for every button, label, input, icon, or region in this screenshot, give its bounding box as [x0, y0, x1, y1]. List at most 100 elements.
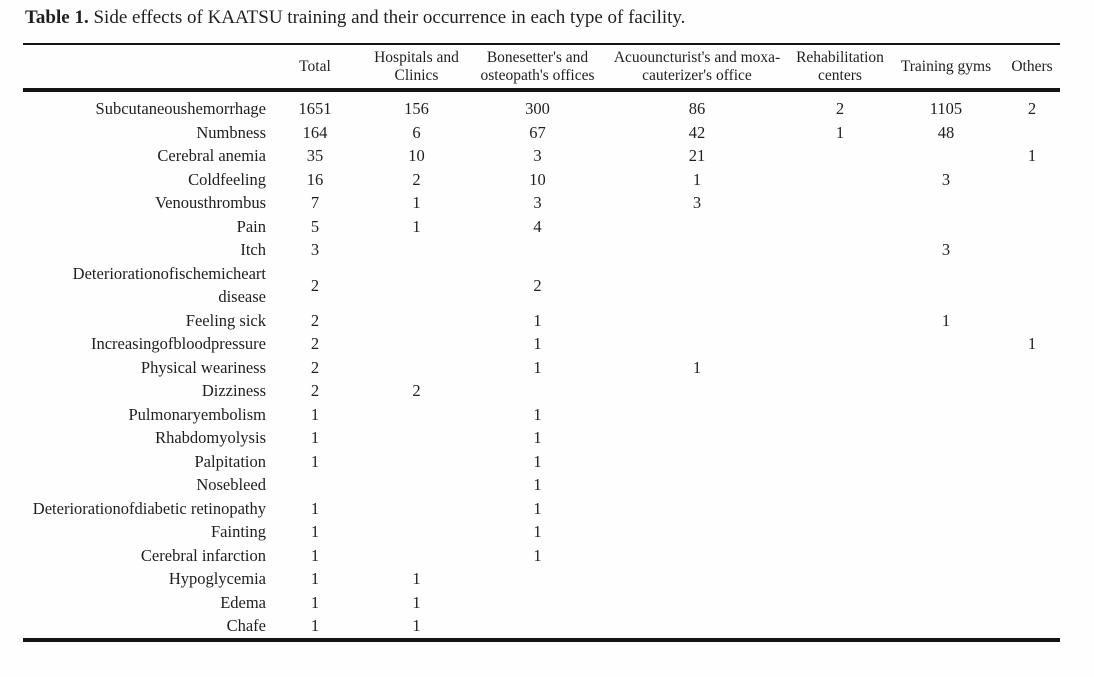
cell: [473, 567, 602, 591]
column-header: Bonesetter's and osteopath's offices: [480, 49, 595, 84]
row-label: Palpitation: [194, 451, 267, 471]
cell: [1004, 426, 1060, 450]
cell: [792, 144, 888, 168]
cell: 1: [941, 310, 951, 330]
cell: [360, 520, 473, 544]
table-body: Subcutaneoushemorrhage 1651 156 300 86 2 1105 2…: [23, 90, 1060, 640]
header-row: Total Hospitals and Clinics Bonesetter's a…: [23, 44, 1060, 91]
cell: [360, 450, 473, 474]
table-caption: Table 1. Side effects of KAATSU training…: [25, 6, 685, 30]
cell: [1004, 544, 1060, 568]
cell: [602, 403, 792, 427]
cell: 1: [533, 522, 542, 542]
table-row: Palpitation 1 1: [23, 450, 1060, 474]
table-row: Pulmonaryembolism 1 1: [23, 403, 1060, 427]
cell: 156: [404, 99, 429, 119]
cell: [888, 567, 1004, 591]
table-row: Hypoglycemia 1 1: [23, 567, 1060, 591]
table-row: Dizziness 2 2: [23, 379, 1060, 403]
cell: [1004, 520, 1060, 544]
cell: [888, 450, 1004, 474]
row-label: Rhabdomyolysis: [155, 428, 266, 448]
cell: 1: [412, 616, 421, 636]
cell: 1: [1027, 146, 1037, 166]
table-row: Pain 5 1 4: [23, 215, 1060, 239]
cell: [792, 191, 888, 215]
row-label: Edema: [220, 592, 266, 612]
row-label: Subcutaneoushemorrhage: [95, 99, 266, 119]
cell: 1: [533, 404, 542, 424]
cell: [888, 332, 1004, 356]
cell: [1004, 262, 1060, 309]
cell: [1004, 309, 1060, 333]
cell: [602, 591, 792, 615]
row-label: Deteriorationofischemicheart disease: [72, 263, 266, 307]
row-label: Increasingofbloodpressure: [90, 334, 266, 354]
cell: [1004, 497, 1060, 521]
cell: [360, 544, 473, 568]
cell: [360, 356, 473, 380]
cell: [792, 356, 888, 380]
cell: 1: [310, 404, 320, 424]
cell: 3: [692, 193, 702, 213]
table-row: Nosebleed 1: [23, 473, 1060, 497]
cell: 42: [688, 122, 706, 142]
row-label: Hypoglycemia: [168, 569, 266, 589]
cell: 7: [310, 193, 320, 213]
cell: 2: [1027, 99, 1037, 119]
cell: [888, 379, 1004, 403]
cell: [792, 215, 888, 239]
row-label: Itch: [240, 240, 266, 260]
cell: [360, 332, 473, 356]
table-row: Cerebral infarction 1 1: [23, 544, 1060, 568]
cell: 1: [310, 451, 320, 471]
cell: [888, 215, 1004, 239]
cell: [602, 309, 792, 333]
column-header: Others: [1011, 57, 1053, 75]
cell: [473, 238, 602, 262]
cell: 10: [408, 146, 425, 166]
cell: 1: [412, 569, 421, 589]
table-row: Numbness 164 6 67 42 1 48: [23, 121, 1060, 145]
cell: 2: [310, 310, 320, 330]
cell: [888, 520, 1004, 544]
cell: [888, 591, 1004, 615]
cell: 6: [412, 122, 421, 142]
cell: [1004, 473, 1060, 497]
cell: 86: [688, 99, 706, 119]
cell: 1: [533, 428, 542, 448]
row-label: Pain: [236, 216, 266, 236]
cell: [792, 450, 888, 474]
cell: 3: [533, 146, 542, 166]
cell: [888, 144, 1004, 168]
cell: [473, 591, 602, 615]
cell: [888, 497, 1004, 521]
cell: 1: [533, 451, 542, 471]
cell: [792, 379, 888, 403]
cell: 1: [310, 592, 320, 612]
row-label: Chafe: [226, 616, 266, 636]
cell: 67: [529, 122, 546, 142]
cell: 16: [306, 169, 324, 189]
cell: 1: [412, 193, 421, 213]
cell: 2: [835, 99, 845, 119]
cell: [1004, 567, 1060, 591]
cell: 1: [835, 122, 845, 142]
cell: 2: [533, 275, 542, 295]
cell: [1004, 591, 1060, 615]
row-label: Deteriorationofdiabetic retinopathy: [32, 498, 266, 518]
cell: [602, 497, 792, 521]
cell: 1: [533, 310, 542, 330]
cell: [473, 614, 602, 640]
cell: 35: [306, 146, 324, 166]
cell: [602, 473, 792, 497]
cell: [792, 309, 888, 333]
cell: 1: [310, 545, 320, 565]
cell: [473, 379, 602, 403]
row-label: Numbness: [196, 122, 266, 142]
table-row: Venousthrombus 7 1 3 3: [23, 191, 1060, 215]
cell: [602, 614, 792, 640]
table-row: Coldfeeling 16 2 10 1 3: [23, 168, 1060, 192]
cell: [792, 238, 888, 262]
